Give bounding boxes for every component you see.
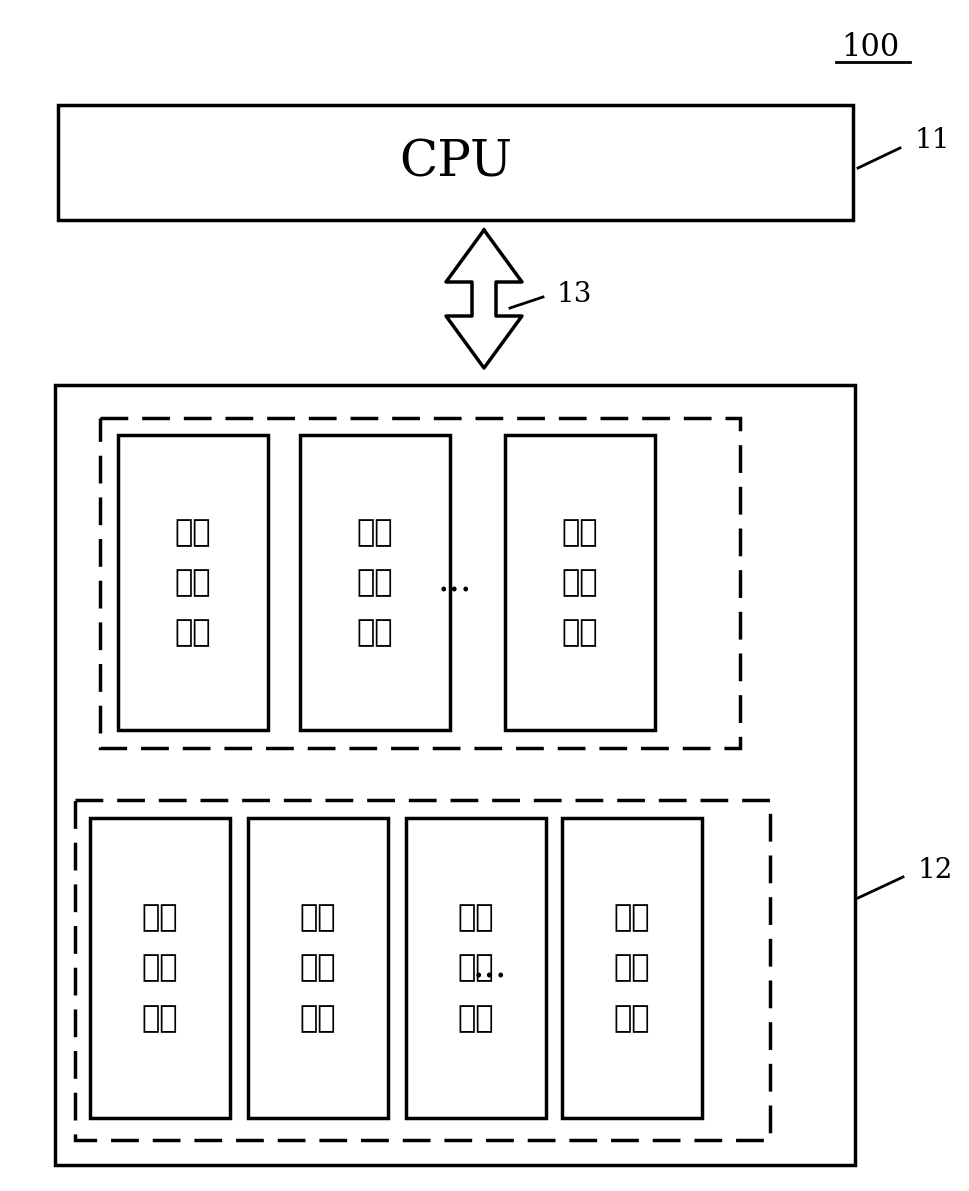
Bar: [505, 435, 655, 730]
Bar: [248, 818, 388, 1118]
Text: 专用
执行
单元: 专用 执行 单元: [457, 903, 494, 1034]
Text: 通用
执行
单元: 通用 执行 单元: [357, 517, 393, 648]
Text: 12: 12: [918, 856, 953, 884]
Polygon shape: [446, 230, 522, 368]
Text: 专用
执行
单元: 专用 执行 单元: [141, 903, 178, 1034]
Bar: [90, 818, 230, 1118]
Bar: [55, 385, 855, 1165]
Text: ...: ...: [473, 950, 507, 985]
Text: 专用
执行
单元: 专用 执行 单元: [613, 903, 650, 1034]
Text: 100: 100: [841, 32, 899, 63]
Bar: [406, 818, 546, 1118]
Bar: [100, 418, 740, 748]
Bar: [562, 818, 702, 1118]
Bar: [118, 435, 268, 730]
Bar: [58, 105, 853, 220]
Text: 专用
执行
单元: 专用 执行 单元: [299, 903, 336, 1034]
Text: ...: ...: [438, 565, 472, 599]
Bar: [300, 435, 450, 730]
Text: 13: 13: [557, 281, 592, 308]
Text: 通用
执行
单元: 通用 执行 单元: [174, 517, 211, 648]
Text: CPU: CPU: [399, 138, 512, 187]
Text: 通用
执行
单元: 通用 执行 单元: [562, 517, 598, 648]
Bar: [75, 800, 770, 1140]
Text: 11: 11: [915, 126, 951, 154]
